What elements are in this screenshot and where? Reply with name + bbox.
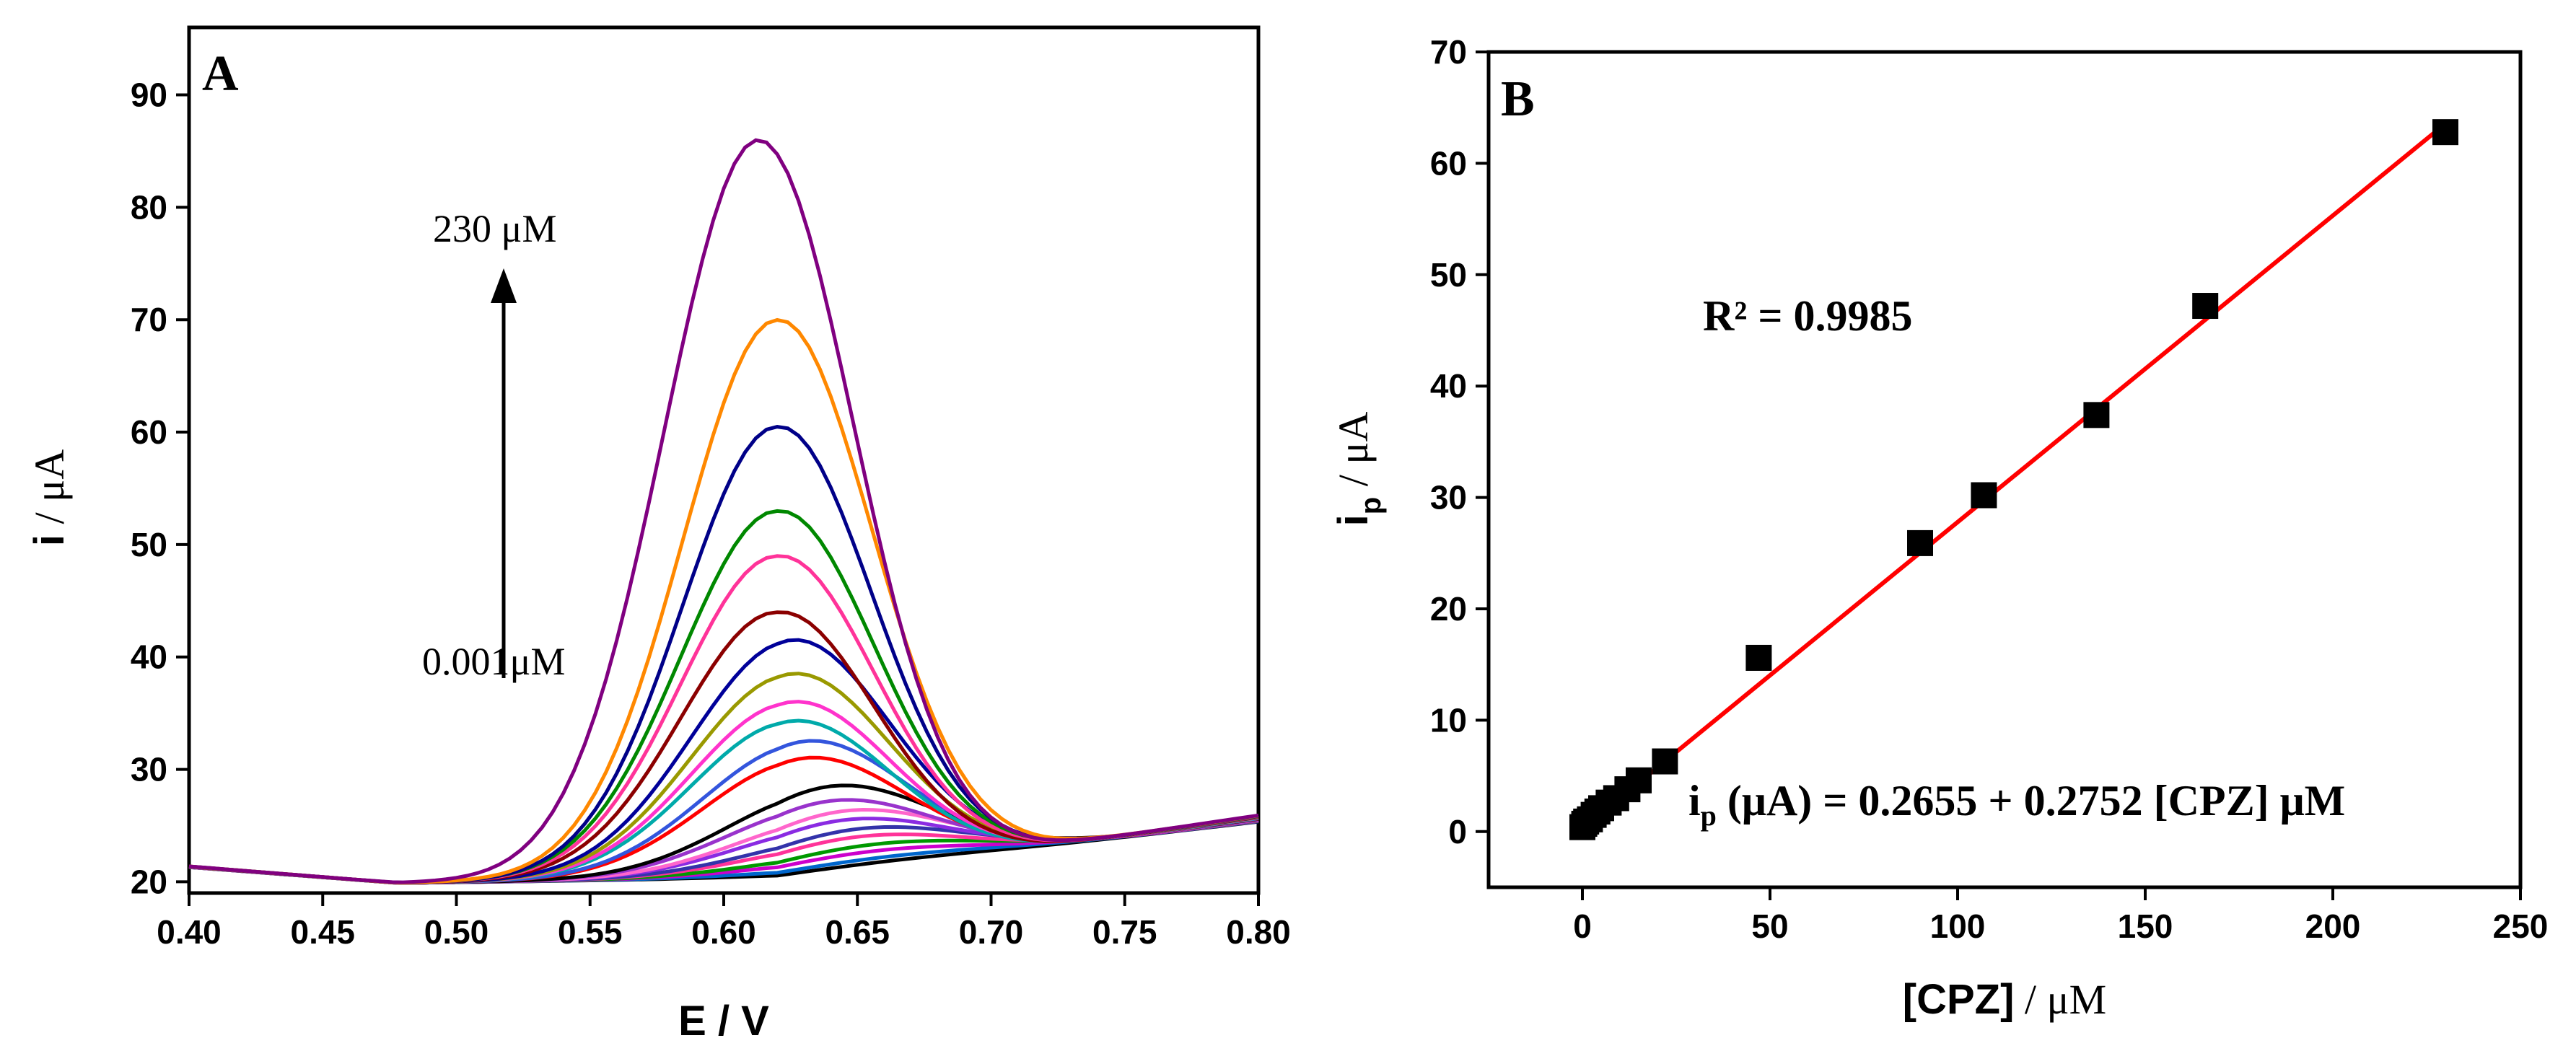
voltammogram-curve [188, 509, 1259, 885]
panel-b-y-ticks: 0 10 20 30 40 50 60 70 [1430, 33, 1489, 850]
data-point-marker [2192, 293, 2219, 320]
panel-b-x-tick-label: 150 [2118, 907, 2173, 945]
data-point-marker [2083, 402, 2110, 428]
r-squared-annotation: R² = 0.9985 [1703, 292, 1913, 340]
panel-b-x-axis-title: [CPZ] / μM [1903, 976, 2106, 1023]
panel-a-x-tick-label: 0.50 [424, 913, 489, 951]
voltammogram-curve [188, 425, 1259, 885]
panel-a-y-tick-label: 20 [131, 863, 167, 900]
panel-b-label: B [1501, 71, 1535, 127]
panel-b-plot-frame [1486, 50, 2523, 889]
panel-a-y-ticks: 20 30 40 50 60 70 80 90 [131, 76, 189, 900]
data-point-marker [1907, 529, 1933, 556]
panel-a-label: A [202, 46, 239, 102]
panel-a-x-tick-label: 0.55 [558, 913, 623, 951]
panel-b-y-tick-label: 20 [1430, 590, 1467, 628]
panel-b-x-ticks: 0 50 100 150 200 250 [1573, 887, 2548, 945]
panel-a-x-ticks: 0.40 0.45 0.50 0.55 0.60 0.65 0.70 0.75 0.80 [157, 893, 1291, 951]
data-point-marker [1745, 644, 1772, 671]
panel-b-x-tick-label: 100 [1930, 907, 1986, 945]
concentration-arrow-head [491, 268, 517, 303]
panel-a-y-tick-label: 40 [131, 638, 167, 676]
panel-a-y-tick-label: 80 [131, 188, 167, 226]
data-point-marker [1626, 767, 1652, 793]
panel-a-y-tick-label: 70 [131, 301, 167, 338]
data-point-marker [2432, 119, 2458, 146]
panel-a-x-tick-label: 0.60 [691, 913, 756, 951]
annotation-high-concentration: 230 μM [433, 207, 556, 250]
panel-a-y-tick-label: 60 [131, 413, 167, 451]
data-point-marker [1971, 482, 1997, 509]
panel-b-y-tick-label: 70 [1430, 33, 1467, 71]
panel-b-y-tick-label: 60 [1430, 144, 1467, 182]
panel-a-y-axis-title: i / μA [26, 449, 73, 546]
panel-b: 0 50 100 150 200 250 0 10 20 30 40 50 60 70 B R² = 0… [1330, 33, 2548, 1023]
panel-b-x-tick-label: 50 [1751, 907, 1788, 945]
panel-a-y-tick-label: 90 [131, 76, 167, 114]
voltammogram-curve [188, 138, 1259, 884]
fit-equation-annotation: ip (μA) = 0.2655 + 0.2752 [CPZ] μM [1688, 777, 2345, 832]
panel-b-y-tick-label: 30 [1430, 479, 1467, 516]
panel-a-x-tick-label: 0.45 [290, 913, 355, 951]
data-point-marker [1652, 748, 1678, 775]
panel-a-plot-frame [187, 25, 1261, 895]
linear-fit-line [1581, 122, 2447, 831]
annotation-low-concentration: 0.001μM [422, 640, 565, 683]
panel-a: 0.40 0.45 0.50 0.55 0.60 0.65 0.70 0.75 0.80 20 3… [26, 25, 1291, 1045]
panel-a-x-axis-title: E / V [678, 998, 769, 1045]
panel-a-x-tick-label: 0.70 [959, 913, 1024, 951]
voltammogram-curve [188, 638, 1259, 885]
panel-b-y-tick-label: 50 [1430, 256, 1467, 294]
panel-a-y-tick-label: 50 [131, 526, 167, 563]
panel-b-x-tick-label: 250 [2493, 907, 2549, 945]
panel-a-x-tick-label: 0.80 [1226, 913, 1291, 951]
panel-a-x-tick-label: 0.65 [825, 913, 890, 951]
panel-b-y-axis-title: ip / μA [1330, 412, 1387, 527]
panel-a-y-tick-label: 30 [131, 751, 167, 788]
panel-b-data-points [1569, 119, 2458, 840]
panel-a-curves [188, 138, 1259, 885]
voltammogram-curve [188, 718, 1259, 885]
panel-a-x-tick-label: 0.40 [157, 913, 222, 951]
panel-b-x-tick-label: 0 [1573, 907, 1592, 945]
panel-b-y-tick-label: 40 [1430, 367, 1467, 405]
panel-b-x-tick-label: 200 [2305, 907, 2361, 945]
panel-b-y-tick-label: 10 [1430, 701, 1467, 739]
panel-b-y-tick-label: 0 [1448, 813, 1467, 850]
panel-a-x-tick-label: 0.75 [1092, 913, 1157, 951]
voltammogram-curve [188, 610, 1259, 885]
